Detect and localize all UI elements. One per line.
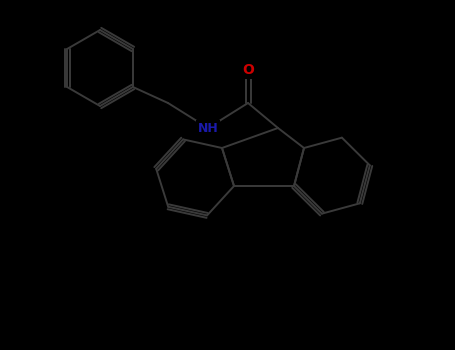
Text: NH: NH bbox=[197, 121, 218, 134]
Text: O: O bbox=[242, 63, 254, 77]
